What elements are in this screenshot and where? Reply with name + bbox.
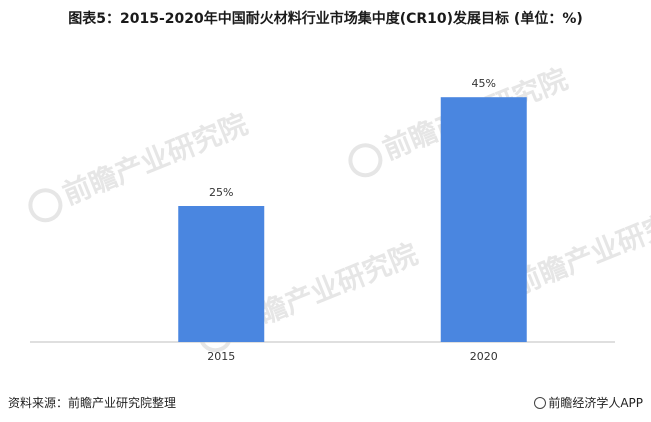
brand-credit: 前瞻经济学人APP xyxy=(534,394,643,411)
bar-chart: 25% 2015 45% 2020 xyxy=(30,77,615,363)
bar xyxy=(178,206,265,342)
data-label: 25% xyxy=(209,186,233,199)
chart-title: 图表5：2015-2020年中国耐火材料行业市场集中度(CR10)发展目标 (单… xyxy=(68,11,583,27)
source-note: 资料来源：前瞻产业研究院整理 xyxy=(8,396,177,410)
x-tick-label: 2020 xyxy=(470,350,498,363)
data-label: 45% xyxy=(472,77,496,90)
bar xyxy=(440,97,527,342)
x-tick-label: 2015 xyxy=(207,350,235,363)
footer: 资料来源：前瞻产业研究院整理 前瞻经济学人APP xyxy=(8,394,643,411)
brand-icon xyxy=(534,397,547,409)
